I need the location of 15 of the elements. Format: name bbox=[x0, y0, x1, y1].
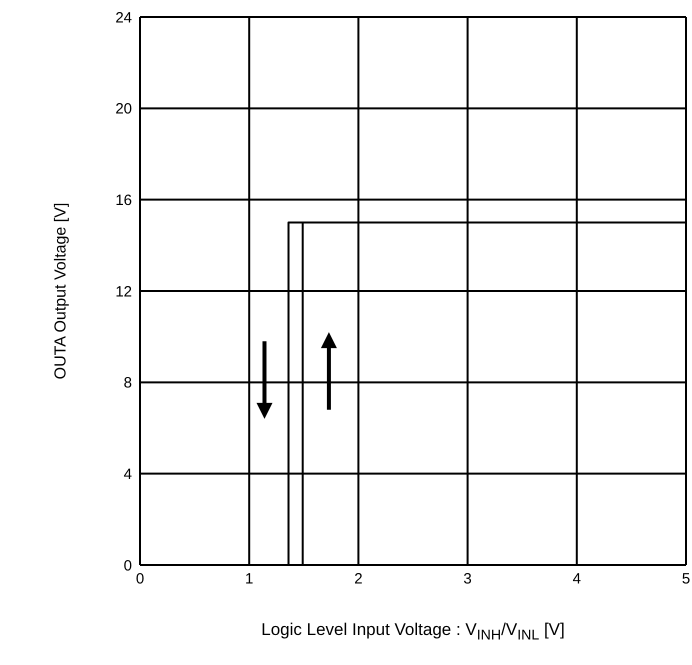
x-tick-label: 2 bbox=[354, 570, 363, 588]
y-tick-label: 4 bbox=[124, 466, 132, 483]
y-tick-label: 20 bbox=[115, 100, 132, 118]
x-axis-title: Logic Level Input Voltage : V$_{INH}$/V$_{INL}$ [V] bbox=[260, 620, 566, 644]
y-tick-label: 16 bbox=[115, 192, 132, 209]
y-tick-label: 0 bbox=[124, 557, 132, 574]
x-tick-label: 5 bbox=[682, 570, 690, 588]
x-tick-label: 1 bbox=[245, 570, 254, 588]
x-tick-label: 3 bbox=[463, 570, 472, 588]
y-tick-label: 24 bbox=[115, 9, 132, 26]
x-tick-label: 4 bbox=[572, 570, 581, 588]
y-tick-label: 8 bbox=[124, 374, 132, 392]
y-tick-label: 12 bbox=[115, 283, 132, 300]
x-tick-label: 0 bbox=[136, 570, 144, 588]
y-axis-title: OUTA Output Voltage [V] bbox=[52, 202, 70, 380]
